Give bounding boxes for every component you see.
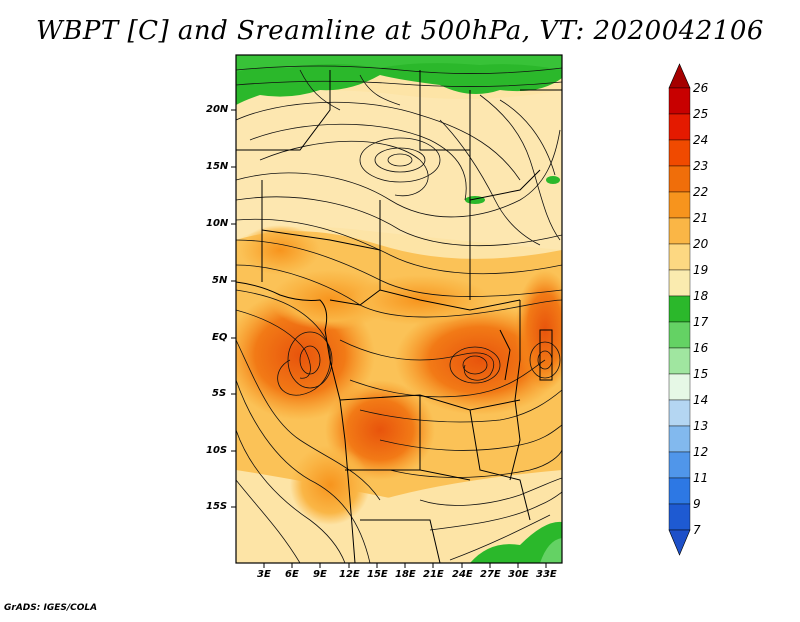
lon-label: 18E [395, 569, 416, 580]
colorbar-swatch [668, 139, 691, 167]
colorbar-swatch [668, 503, 691, 531]
colorbar-label: 7 [693, 523, 701, 537]
colorbar-label: 26 [693, 81, 709, 95]
map-frame [235, 54, 563, 564]
lon-label: 12E [339, 569, 360, 580]
lon-label: 15E [367, 569, 388, 580]
country-borders [236, 70, 562, 563]
colorbar-label: 15 [693, 367, 709, 381]
lon-label: 24E [452, 569, 473, 580]
colorbar-swatch [668, 451, 691, 479]
colorbar-label: 22 [693, 185, 709, 199]
colorbar-swatch [668, 321, 691, 349]
chart-title: WBPT [C] and Sreamline at 500hPa, VT: 20… [36, 16, 764, 46]
colorbar-bottom-arrow [668, 529, 691, 556]
temperature-field [236, 55, 562, 563]
colorbar-label: 20 [693, 237, 709, 251]
colorbar-label: 14 [693, 393, 709, 407]
colorbar-label: 16 [693, 341, 709, 355]
colorbar-swatch [668, 87, 691, 115]
colorbar-label: 12 [693, 445, 709, 459]
colorbar-swatch [668, 477, 691, 505]
colorbar-swatch [668, 217, 691, 245]
colorbar-swatch [668, 269, 691, 297]
colorbar-label: 18 [693, 289, 709, 303]
lon-label: 6E [285, 569, 299, 580]
colorbar-swatch [668, 165, 691, 193]
lat-label: 10N [206, 218, 229, 229]
footer-credit: GrADS: IGES/COLA [4, 603, 98, 613]
colorbar-swatch [668, 347, 691, 375]
colorbar-label: 13 [693, 419, 709, 433]
lon-label: 30E [508, 569, 529, 580]
lon-label: 33E [536, 569, 557, 580]
colorbar-swatch [668, 295, 691, 323]
colorbar-label: 17 [693, 315, 709, 329]
lon-label: 21E [423, 569, 444, 580]
colorbar-label: 25 [693, 107, 709, 121]
colorbar [668, 63, 691, 556]
colorbar-label: 24 [693, 133, 709, 147]
lat-label: 15S [206, 501, 228, 512]
colorbar-label: 21 [693, 211, 709, 225]
lat-ticks [231, 109, 236, 508]
colorbar-swatch [668, 191, 691, 219]
colorbar-label: 19 [693, 263, 709, 277]
lat-label: 15N [206, 161, 229, 172]
colorbar-label: 11 [693, 471, 709, 485]
colorbar-swatch [668, 399, 691, 427]
lat-label: 5S [212, 388, 227, 399]
lat-label: EQ [212, 332, 228, 343]
lon-label: 27E [480, 569, 501, 580]
colorbar-swatch [668, 113, 691, 141]
lon-label: 3E [257, 569, 271, 580]
lat-label: 5N [212, 275, 228, 286]
lon-ticks [263, 563, 547, 568]
lat-label: 10S [206, 445, 228, 456]
colorbar-swatch [668, 243, 691, 271]
colorbar-label: 23 [693, 159, 709, 173]
lon-label: 9E [313, 569, 327, 580]
colorbar-label: 9 [693, 497, 701, 511]
colorbar-swatch [668, 425, 691, 453]
lat-label: 20N [206, 104, 229, 115]
colorbar-swatch [668, 373, 691, 401]
colorbar-top-arrow [668, 63, 691, 89]
